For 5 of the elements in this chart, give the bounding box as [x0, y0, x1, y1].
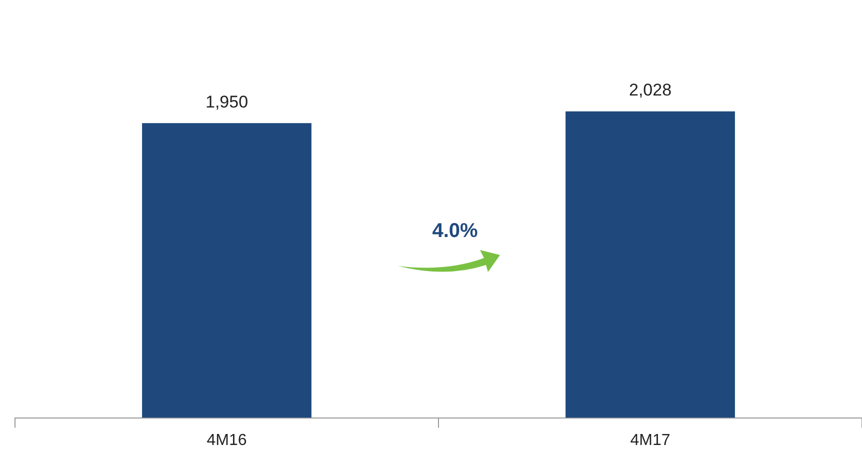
- x-tick-label: 4M16: [206, 432, 247, 449]
- x-tick-label: 4M17: [630, 432, 670, 449]
- data-label: 2,028: [628, 80, 672, 100]
- data-label: 1,950: [205, 92, 248, 112]
- annotation: 4.0%: [431, 220, 479, 243]
